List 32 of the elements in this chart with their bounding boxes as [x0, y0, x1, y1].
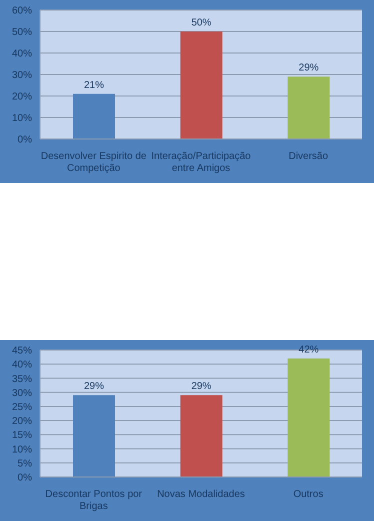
data-label: 29%	[84, 381, 104, 392]
y-tick-label: 10%	[12, 444, 32, 456]
data-label: 50%	[191, 18, 212, 28]
x-tick-label: Desenvolver Espirito de Competição	[40, 151, 147, 174]
y-tick-label: 20%	[12, 92, 32, 103]
data-label: 29%	[298, 62, 319, 74]
x-tick-label: Descontar Pontos por Brigas	[45, 489, 143, 512]
y-tick-label: 0%	[18, 472, 32, 484]
x-tick-label: Novas Modalidades	[157, 489, 245, 500]
y-tick-label: 0%	[18, 134, 32, 146]
y-tick-label: 35%	[12, 374, 32, 385]
y-tick-label: 15%	[12, 430, 32, 442]
bar	[180, 32, 222, 139]
y-tick-label: 40%	[12, 48, 32, 60]
data-label: 21%	[84, 80, 104, 91]
y-tick-label: 20%	[12, 416, 32, 428]
y-tick-label: 30%	[12, 70, 32, 82]
bar	[73, 94, 115, 139]
y-tick-label: 30%	[12, 388, 32, 399]
x-tick-label: Interação/Participação entre Amigos	[151, 151, 252, 174]
x-tick-label: Outros	[293, 489, 324, 500]
bar	[288, 76, 330, 139]
y-tick-label: 40%	[12, 360, 32, 371]
data-label: 42%	[298, 344, 319, 356]
x-tick-label: Diversão	[288, 151, 328, 162]
y-tick-label: 50%	[12, 27, 32, 38]
y-tick-label: 45%	[12, 346, 32, 357]
y-tick-label: 25%	[12, 402, 32, 413]
y-tick-label: 10%	[12, 113, 32, 124]
data-label: 29%	[191, 381, 212, 392]
y-tick-label: 5%	[18, 458, 32, 470]
y-tick-label: 60%	[12, 6, 32, 17]
